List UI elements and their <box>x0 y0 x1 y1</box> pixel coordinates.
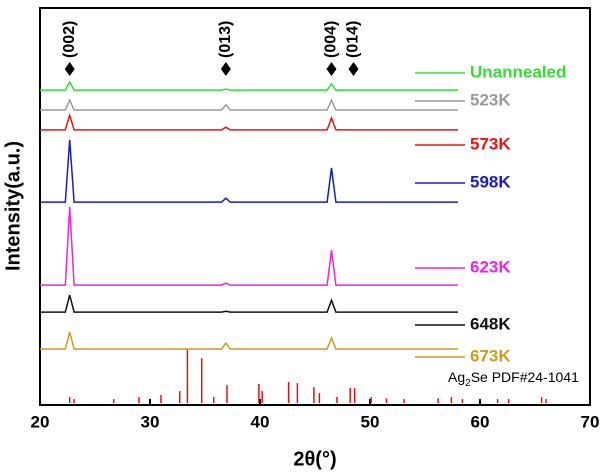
legend-label: 623K <box>470 257 511 276</box>
y-axis-title: Intensity(a.u.) <box>2 141 24 271</box>
annotation-label: (014) <box>345 21 362 58</box>
ref-label-part: Se PDF#24-1041 <box>471 369 579 385</box>
x-tick-label: 50 <box>361 412 380 431</box>
legend-label: 673K <box>470 346 511 365</box>
series-line <box>40 294 458 313</box>
x-axis-title: 2θ(°) <box>293 448 336 470</box>
series-line <box>40 139 458 203</box>
reference-label: Ag2Se PDF#24-1041 <box>448 369 579 389</box>
legend-label: 573K <box>470 134 511 153</box>
legend-label: Unannealed <box>470 62 566 81</box>
series-line <box>40 112 458 131</box>
annotation-label: (002) <box>61 21 78 58</box>
annotation-diamond <box>220 62 231 76</box>
annotation-label: (013) <box>217 21 234 58</box>
x-tick-label: 70 <box>581 412 600 431</box>
legend-label: 523K <box>470 90 511 109</box>
ref-label-sub: 2 <box>465 378 471 389</box>
series-line <box>40 331 458 350</box>
series-line <box>40 80 458 91</box>
plot-frame <box>39 7 591 406</box>
x-tick-label: 20 <box>31 412 50 431</box>
annotation-diamond <box>348 62 359 76</box>
legend-label: 598K <box>470 172 511 191</box>
x-tick-label: 30 <box>141 412 160 431</box>
annotation-diamond <box>64 62 75 76</box>
ref-label-part: Ag <box>448 369 465 385</box>
annotation-label: (004) <box>323 21 340 58</box>
legend-label: 648K <box>470 314 511 333</box>
annotation-diamond <box>326 62 337 76</box>
series-line <box>40 98 458 111</box>
series-line <box>40 206 458 286</box>
x-tick-label: 40 <box>251 412 270 431</box>
x-tick-label: 60 <box>471 412 490 431</box>
